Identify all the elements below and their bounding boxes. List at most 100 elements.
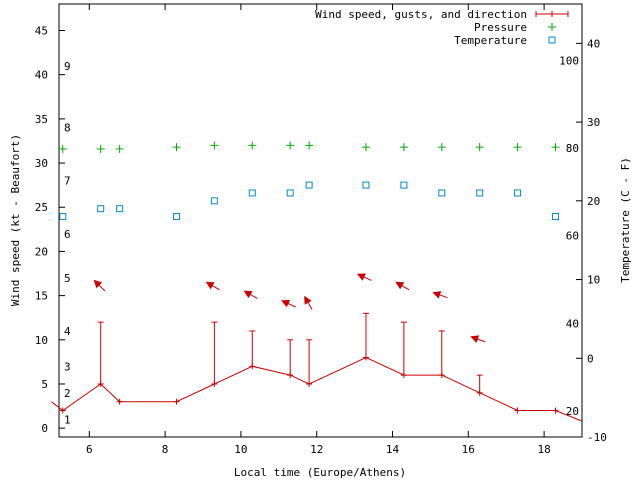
right-y-tick-label: -10 bbox=[587, 431, 607, 444]
fahrenheit-label: 80 bbox=[566, 142, 579, 155]
x-tick-label: 10 bbox=[234, 443, 247, 456]
temperature-point bbox=[210, 197, 218, 205]
fahrenheit-label: 20 bbox=[566, 405, 579, 418]
right-y-tick-label: 0 bbox=[587, 352, 594, 365]
beaufort-label: 4 bbox=[64, 325, 71, 338]
wind-direction-arrow bbox=[470, 335, 486, 343]
x-tick-label: 14 bbox=[386, 443, 400, 456]
pressure-point bbox=[96, 144, 105, 153]
x-tick-label: 12 bbox=[310, 443, 323, 456]
temperature-point bbox=[400, 181, 408, 189]
fahrenheit-label: 40 bbox=[566, 318, 579, 331]
pressure-point bbox=[248, 141, 257, 150]
wind-direction-arrows bbox=[93, 273, 486, 343]
temperature-point bbox=[305, 181, 313, 189]
arrow-head bbox=[470, 335, 480, 343]
temperature-point bbox=[286, 189, 294, 197]
pressure-point bbox=[399, 143, 408, 152]
left-y-tick-label: 45 bbox=[35, 25, 48, 38]
left-y-tick-label: 30 bbox=[35, 157, 48, 170]
wind-speed-line bbox=[51, 356, 583, 422]
wind-direction-arrow bbox=[356, 273, 372, 281]
temperature-point bbox=[438, 189, 446, 197]
right-y-tick-label: 30 bbox=[587, 116, 600, 129]
temperature-point bbox=[476, 189, 484, 197]
beaufort-label: 1 bbox=[64, 413, 71, 426]
beaufort-label: 9 bbox=[64, 60, 71, 73]
arrow-head bbox=[395, 281, 405, 290]
temperature-point bbox=[172, 213, 180, 221]
pressure-point bbox=[172, 143, 181, 152]
temperature-point bbox=[248, 189, 256, 197]
wind-direction-arrow bbox=[432, 291, 448, 299]
legend: Wind speed, gusts, and direction Pressur… bbox=[315, 8, 569, 47]
temperature-series bbox=[59, 181, 559, 221]
right-y-tick-label: 10 bbox=[587, 274, 600, 287]
temperature-point bbox=[514, 189, 522, 197]
left-y-tick-label: 10 bbox=[35, 334, 48, 347]
pressure-point bbox=[115, 144, 124, 153]
right-y-tick-label: 40 bbox=[587, 37, 600, 50]
wind-direction-arrow bbox=[395, 281, 410, 291]
fahrenheit-label: 100 bbox=[559, 55, 579, 68]
arrow-head bbox=[432, 291, 442, 299]
plot-frame bbox=[58, 3, 583, 438]
arrow-head bbox=[356, 273, 366, 281]
beaufort-label: 8 bbox=[64, 122, 71, 135]
arrow-head bbox=[304, 295, 312, 305]
left-y-tick-label: 20 bbox=[35, 245, 48, 258]
beaufort-label: 5 bbox=[64, 272, 71, 285]
wind-direction-arrow bbox=[93, 279, 106, 292]
wind-direction-arrow bbox=[281, 299, 296, 308]
pressure-point bbox=[551, 143, 560, 152]
left-y-tick-label: 35 bbox=[35, 113, 48, 126]
arrow-head bbox=[243, 290, 253, 299]
pressure-point bbox=[513, 143, 522, 152]
legend-label-pressure: Pressure bbox=[474, 21, 527, 34]
x-tick-label: 6 bbox=[86, 443, 93, 456]
arrow-head bbox=[281, 299, 291, 308]
legend-sample-temperature bbox=[548, 36, 556, 44]
pressure-point bbox=[361, 143, 370, 152]
left-y-tick-label: 5 bbox=[41, 378, 48, 391]
beaufort-scale: 1 2 3 4 5 6 7 8 9 bbox=[64, 60, 71, 426]
temperature-point bbox=[97, 205, 105, 213]
pressure-point bbox=[58, 144, 67, 153]
right-y-axis: -10 0 10 20 30 40 bbox=[576, 37, 607, 444]
x-axis-title: Local time (Europe/Athens) bbox=[234, 466, 406, 479]
x-axis: 6 8 10 12 14 16 18 bbox=[86, 4, 551, 456]
left-y-tick-label: 15 bbox=[35, 290, 48, 303]
x-tick-label: 8 bbox=[162, 443, 169, 456]
fahrenheit-label: 60 bbox=[566, 229, 579, 242]
left-y-axis: 0 5 10 15 20 25 30 35 40 45 bbox=[35, 25, 65, 435]
left-y-tick-label: 0 bbox=[41, 422, 48, 435]
fahrenheit-scale: 20 40 60 80 100 bbox=[559, 55, 579, 418]
beaufort-label: 6 bbox=[64, 228, 71, 241]
wind-direction-arrow bbox=[205, 281, 220, 291]
right-y-axis-title: Temperature (C - F) bbox=[619, 157, 632, 283]
arrow-head bbox=[205, 281, 215, 290]
wind-series bbox=[51, 312, 583, 422]
x-tick-label: 18 bbox=[537, 443, 550, 456]
beaufort-label: 7 bbox=[64, 175, 71, 188]
temperature-point bbox=[116, 205, 124, 213]
beaufort-label: 3 bbox=[64, 360, 71, 373]
legend-label-wind: Wind speed, gusts, and direction bbox=[315, 8, 527, 21]
pressure-series bbox=[58, 141, 560, 153]
pressure-point bbox=[210, 141, 219, 150]
pressure-point bbox=[286, 141, 295, 150]
legend-label-temperature: Temperature bbox=[454, 34, 527, 47]
left-y-axis-title: Wind speed (kt - Beaufort) bbox=[9, 134, 22, 306]
temperature-point bbox=[59, 213, 67, 221]
pressure-point bbox=[475, 143, 484, 152]
pressure-point bbox=[437, 143, 446, 152]
left-y-tick-label: 25 bbox=[35, 201, 48, 214]
temperature-point bbox=[551, 213, 559, 221]
left-y-tick-label: 40 bbox=[35, 69, 48, 82]
x-tick-label: 16 bbox=[462, 443, 475, 456]
right-y-tick-label: 20 bbox=[587, 195, 600, 208]
wind-direction-arrow bbox=[243, 290, 258, 300]
pressure-point bbox=[305, 141, 314, 150]
plot-frame-group bbox=[58, 3, 583, 438]
